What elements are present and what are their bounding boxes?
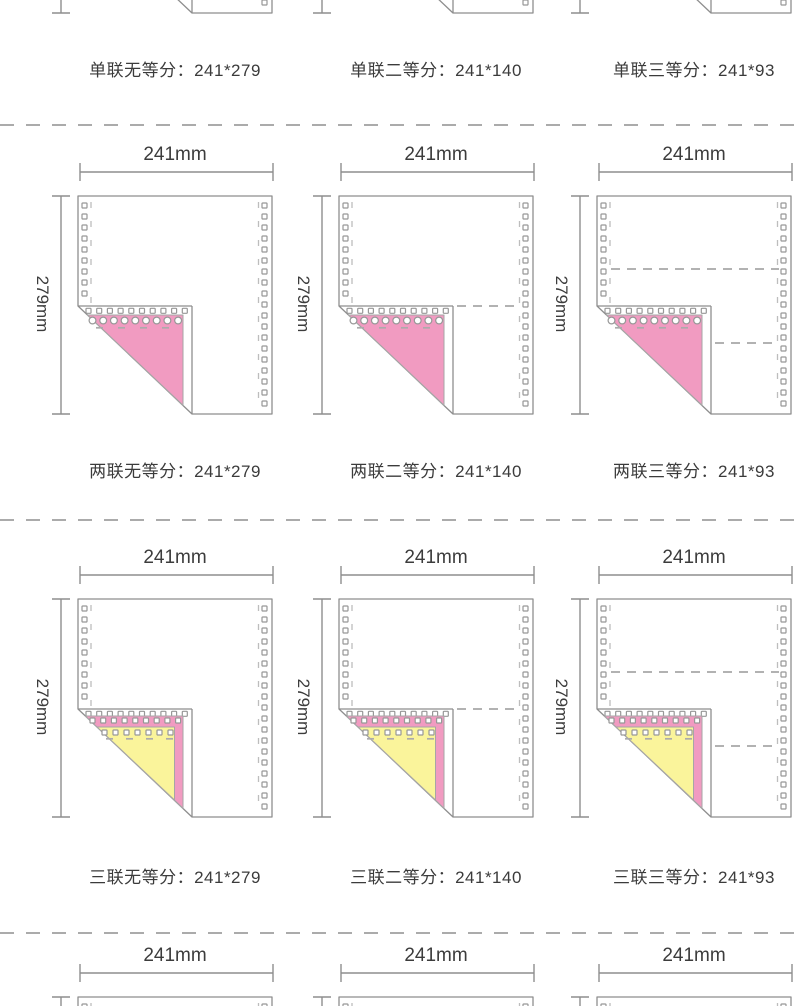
caption-2ply-thirdsplit: 两联三等分：241*93 [613,462,775,481]
dashed-separator [0,932,800,934]
caption-3ply-thirdsplit: 三联三等分：241*93 [613,868,775,887]
height-dimension-label: 279mm [552,275,571,333]
caption-3ply-nosplit: 三联无等分：241*279 [89,868,261,887]
caption-2ply-nosplit: 两联无等分：241*279 [89,462,261,481]
diagram-next-halfsplit-icon [313,964,535,1006]
dashed-separator [0,124,800,126]
height-dimension-label: 279mm [294,275,313,333]
diagram-next-nosplit-icon [52,964,274,1006]
width-dimension-label: 241mm [404,547,468,568]
diagram-3ply-nosplit-icon [52,566,274,818]
height-dimension-label: 279mm [33,678,52,736]
feed-holes [261,0,268,6]
diagram-3ply-halfsplit-icon [313,566,535,818]
width-dimension-label: 241mm [662,144,726,165]
feed-holes [342,202,529,407]
width-dimension-label: 241mm [143,945,207,966]
feed-holes [81,202,268,407]
caption-3ply-halfsplit: 三联二等分：241*140 [350,868,522,887]
caption-1ply-halfsplit: 单联二等分：241*140 [350,61,522,80]
diagram-2ply-thirdsplit-icon [571,163,793,415]
diagram-2ply-halfsplit-icon [313,163,535,415]
diagram-3ply-thirdsplit-icon [571,566,793,818]
dashed-separator [0,519,800,521]
height-dimension-label: 279mm [33,275,52,333]
feed-holes [780,0,787,6]
feed-holes [522,0,529,6]
diagram-1ply-nosplit-icon [52,0,273,14]
row-single-ply-partial [0,0,800,15]
width-dimension-label: 241mm [404,945,468,966]
caption-1ply-thirdsplit: 单联三等分：241*93 [613,61,775,80]
width-dimension-label: 241mm [662,547,726,568]
height-dimension-label: 279mm [552,678,571,736]
diagram-1ply-thirdsplit-icon [571,0,792,14]
diagram-2ply-nosplit-icon [52,163,274,415]
feed-holes [600,202,787,407]
diagram-1ply-halfsplit-icon [313,0,534,14]
diagram-next-thirdsplit-icon [571,964,793,1006]
caption-2ply-halfsplit: 两联二等分：241*140 [350,462,522,481]
caption-1ply-nosplit: 单联无等分：241*279 [89,61,261,80]
feed-holes [342,605,529,810]
width-dimension-label: 241mm [143,547,207,568]
width-dimension-label: 241mm [143,144,207,165]
height-dimension-label: 279mm [294,678,313,736]
width-dimension-label: 241mm [662,945,726,966]
width-dimension-label: 241mm [404,144,468,165]
row-next-ply-partial [0,944,800,1006]
feed-holes [81,605,268,810]
feed-holes [600,605,787,810]
